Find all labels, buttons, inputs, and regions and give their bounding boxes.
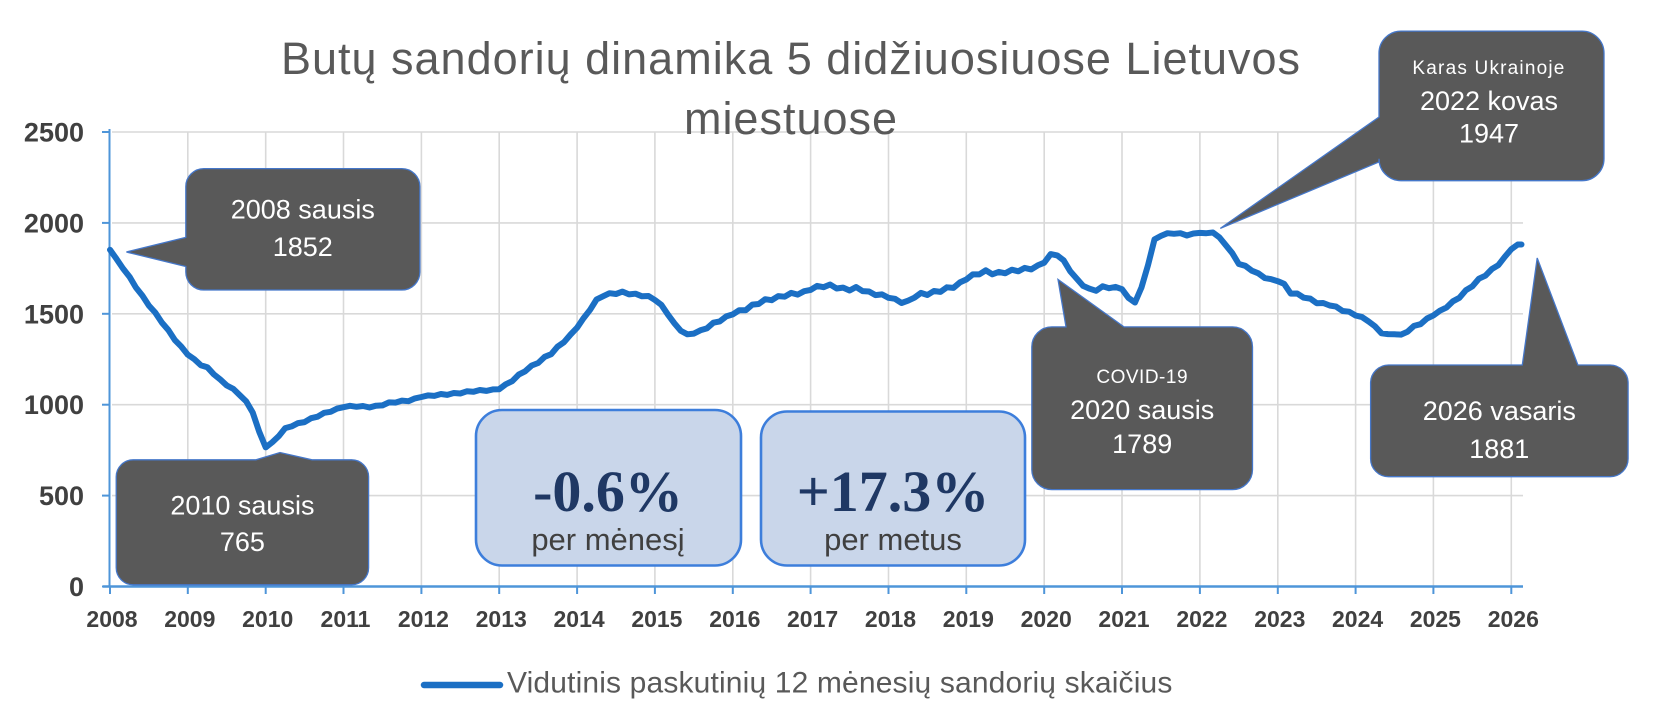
svg-text:per mėnesį: per mėnesį xyxy=(531,522,684,557)
svg-text:2014: 2014 xyxy=(554,606,605,632)
svg-text:1947: 1947 xyxy=(1459,119,1519,149)
svg-text:2022: 2022 xyxy=(1176,606,1227,632)
svg-text:2017: 2017 xyxy=(787,606,838,632)
svg-text:2026 vasaris: 2026 vasaris xyxy=(1423,396,1576,426)
svg-text:2020: 2020 xyxy=(1021,606,1072,632)
svg-text:2008 sausis: 2008 sausis xyxy=(231,195,375,225)
svg-text:2000: 2000 xyxy=(24,208,84,238)
svg-text:2008: 2008 xyxy=(86,606,137,632)
svg-text:0: 0 xyxy=(69,572,84,602)
svg-text:2018: 2018 xyxy=(865,606,916,632)
svg-text:2013: 2013 xyxy=(476,606,527,632)
svg-text:2024: 2024 xyxy=(1332,606,1383,632)
svg-text:2020 sausis: 2020 sausis xyxy=(1070,395,1214,425)
svg-text:2026: 2026 xyxy=(1488,606,1539,632)
svg-text:1000: 1000 xyxy=(24,390,84,420)
svg-text:Butų sandorių dinamika 5 didži: Butų sandorių dinamika 5 didžiuosiuose L… xyxy=(281,33,1301,84)
svg-text:2010 sausis: 2010 sausis xyxy=(170,491,314,521)
svg-text:2012: 2012 xyxy=(398,606,449,632)
svg-text:2019: 2019 xyxy=(943,606,994,632)
svg-text:1789: 1789 xyxy=(1112,429,1172,459)
svg-text:2011: 2011 xyxy=(321,606,371,632)
svg-text:2500: 2500 xyxy=(24,118,84,148)
svg-text:2025: 2025 xyxy=(1410,606,1461,632)
svg-text:Vidutinis paskutinių 12 mėnesi: Vidutinis paskutinių 12 mėnesių sandorių… xyxy=(507,667,1173,700)
svg-text:2023: 2023 xyxy=(1254,606,1305,632)
svg-text:Karas Ukrainoje: Karas Ukrainoje xyxy=(1412,58,1565,79)
svg-text:1852: 1852 xyxy=(273,232,333,262)
svg-text:1881: 1881 xyxy=(1469,434,1529,464)
svg-text:2021: 2021 xyxy=(1098,606,1149,632)
svg-text:2009: 2009 xyxy=(164,606,215,632)
svg-text:per metus: per metus xyxy=(824,522,962,557)
svg-text:COVID-19: COVID-19 xyxy=(1096,367,1188,388)
svg-text:miestuose: miestuose xyxy=(684,93,898,144)
svg-text:2016: 2016 xyxy=(709,606,760,632)
svg-text:2015: 2015 xyxy=(631,606,682,632)
svg-text:1500: 1500 xyxy=(24,299,84,329)
svg-text:-0.6%: -0.6% xyxy=(533,459,683,524)
svg-text:2010: 2010 xyxy=(242,606,293,632)
svg-text:500: 500 xyxy=(39,481,84,511)
svg-text:765: 765 xyxy=(220,527,265,557)
svg-text:+17.3%: +17.3% xyxy=(797,459,990,524)
svg-text:2022 kovas: 2022 kovas xyxy=(1420,86,1558,116)
